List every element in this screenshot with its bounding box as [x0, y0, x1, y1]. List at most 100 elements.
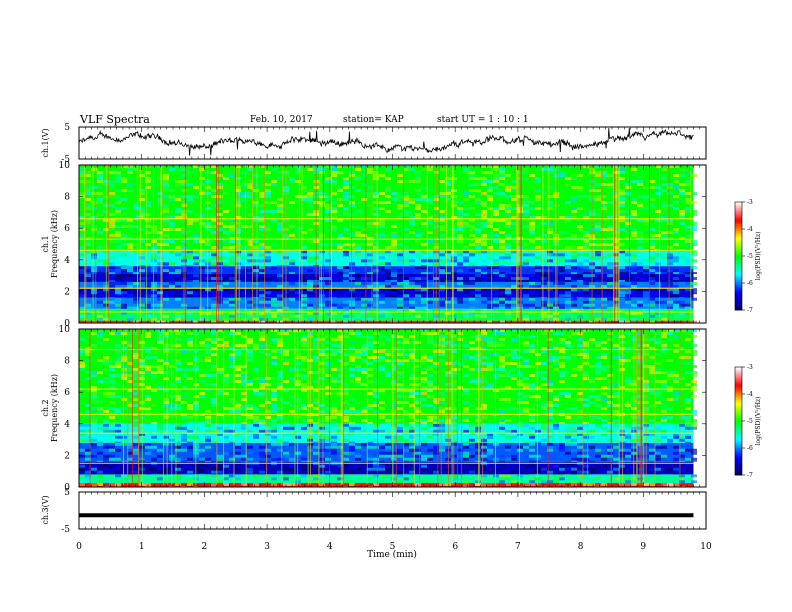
spectrogram-cell: [175, 441, 181, 443]
spectrogram-cell: [481, 483, 487, 487]
spectrogram-cell: [247, 341, 253, 344]
spectrogram-cell: [301, 426, 307, 430]
spectrogram-cell: [601, 426, 607, 430]
spectrogram-cell: [313, 480, 319, 484]
spectrogram-band: [79, 297, 694, 309]
spectrogram-cell: [157, 177, 163, 180]
spectrogram-cell: [211, 474, 217, 478]
spectrogram-cell: [463, 183, 469, 186]
spectrogram-cell: [529, 470, 535, 474]
spectrogram-cell: [475, 198, 481, 201]
spectrogram-cell: [457, 216, 463, 219]
spectrogram-cell: [391, 281, 397, 285]
spectrogram-cell: [379, 311, 385, 315]
spectrogram-cell: [673, 240, 679, 243]
spectrogram-cell: [559, 332, 565, 335]
spectrogram-cell: [211, 213, 217, 216]
spectrogram-cell: [565, 344, 571, 347]
spectrogram-cell: [487, 180, 493, 183]
spectrogram-cell: [511, 454, 517, 458]
spectrogram-cell: [529, 335, 535, 338]
spectrogram-cell: [349, 442, 355, 446]
spectrogram-cell: [577, 426, 583, 430]
spectrogram-cell: [361, 259, 367, 263]
spectrogram-cell: [595, 195, 601, 198]
spectrogram-cell: [547, 353, 553, 356]
spectrogram-cell: [667, 256, 673, 260]
spectrogram-cell: [85, 311, 91, 315]
spectrogram-cell: [343, 207, 349, 210]
spectrogram-cell: [571, 303, 577, 307]
spectrogram-cell: [103, 480, 109, 484]
spectrogram-cell: [259, 228, 265, 231]
spectrogram-band: [79, 474, 694, 484]
spectrogram-cell: [193, 256, 199, 260]
spectrogram-cell: [301, 341, 307, 344]
spectrogram-cell: [421, 284, 427, 288]
spectrogram-cell: [91, 332, 97, 335]
spectrogram-cell: [91, 237, 97, 240]
spectrogram-cell: [115, 253, 121, 257]
spectrogram-cell: [253, 219, 259, 222]
colorbar-swatch: [735, 283, 742, 286]
spectrogram-cell: [523, 253, 529, 257]
spectrogram-cell: [133, 306, 139, 309]
spectrogram-cell: [517, 249, 523, 251]
spectrogram-cell: [505, 353, 511, 356]
spectrogram-cell: [529, 365, 535, 368]
spectrogram-cell: [427, 189, 433, 192]
spectrogram-cell: [403, 291, 409, 295]
spectrogram-cell: [673, 314, 679, 318]
spectrogram-cell: [319, 204, 325, 207]
spectrogram-cell: [529, 442, 535, 446]
spectrogram-cell: [325, 347, 331, 350]
spectrogram-cell: [451, 314, 457, 318]
spectrogram-cell: [265, 192, 271, 195]
spectrogram-cell: [631, 269, 637, 273]
spectrogram-cell: [385, 294, 391, 298]
spectrogram-cell: [649, 365, 655, 368]
spectrogram-cell: [667, 192, 673, 195]
spectrogram-cell: [583, 314, 589, 318]
spectrogram-cell: [475, 451, 481, 455]
spectrogram-cell: [97, 332, 103, 335]
spectrogram-cell: [523, 195, 529, 198]
spectrogram-cell: [439, 249, 445, 251]
spectrogram-cell: [373, 281, 379, 285]
spectrogram-cell: [271, 329, 277, 332]
spectrogram-cell: [661, 454, 667, 458]
spectrogram-cell: [349, 359, 355, 362]
spectrogram-cell: [565, 237, 571, 240]
spectrogram-cell: [253, 368, 259, 371]
spectrogram-cell: [625, 198, 631, 201]
spectrogram-cell: [151, 473, 157, 475]
spectrogram-cell: [241, 195, 247, 198]
spectrogram-cell: [667, 186, 673, 189]
spectrogram-cell: [547, 389, 553, 392]
spectrogram-cell: [499, 231, 505, 234]
spectrogram-cell: [253, 303, 259, 307]
spectrogram-cell: [415, 234, 421, 237]
spectrogram-cell: [535, 274, 541, 278]
spectrogram-cell: [127, 237, 133, 240]
spectrogram-cell: [535, 284, 541, 288]
spectrogram-cell: [565, 219, 571, 222]
spectrogram-cell: [127, 246, 133, 249]
spectrogram-cell: [397, 303, 403, 307]
spectrogram-cell: [409, 250, 415, 254]
spectrogram-cell: [661, 256, 667, 260]
spectrogram-cell: [367, 253, 373, 257]
spectrogram-cell: [127, 177, 133, 180]
spectrogram-cell: [367, 380, 373, 383]
spectrogram-cell: [481, 438, 487, 442]
spectrogram-cell: [565, 277, 571, 281]
spectrogram-cell: [517, 423, 523, 427]
spectrogram-cell: [499, 306, 505, 309]
spectrogram-cell: [367, 317, 373, 321]
colorbar-swatch: [735, 261, 742, 264]
spectrogram-cell: [595, 183, 601, 186]
spectrogram-cell: [577, 314, 583, 318]
spectrogram-cell: [199, 473, 205, 475]
spectrogram-cell: [157, 303, 163, 307]
spectrogram-cell: [577, 368, 583, 371]
